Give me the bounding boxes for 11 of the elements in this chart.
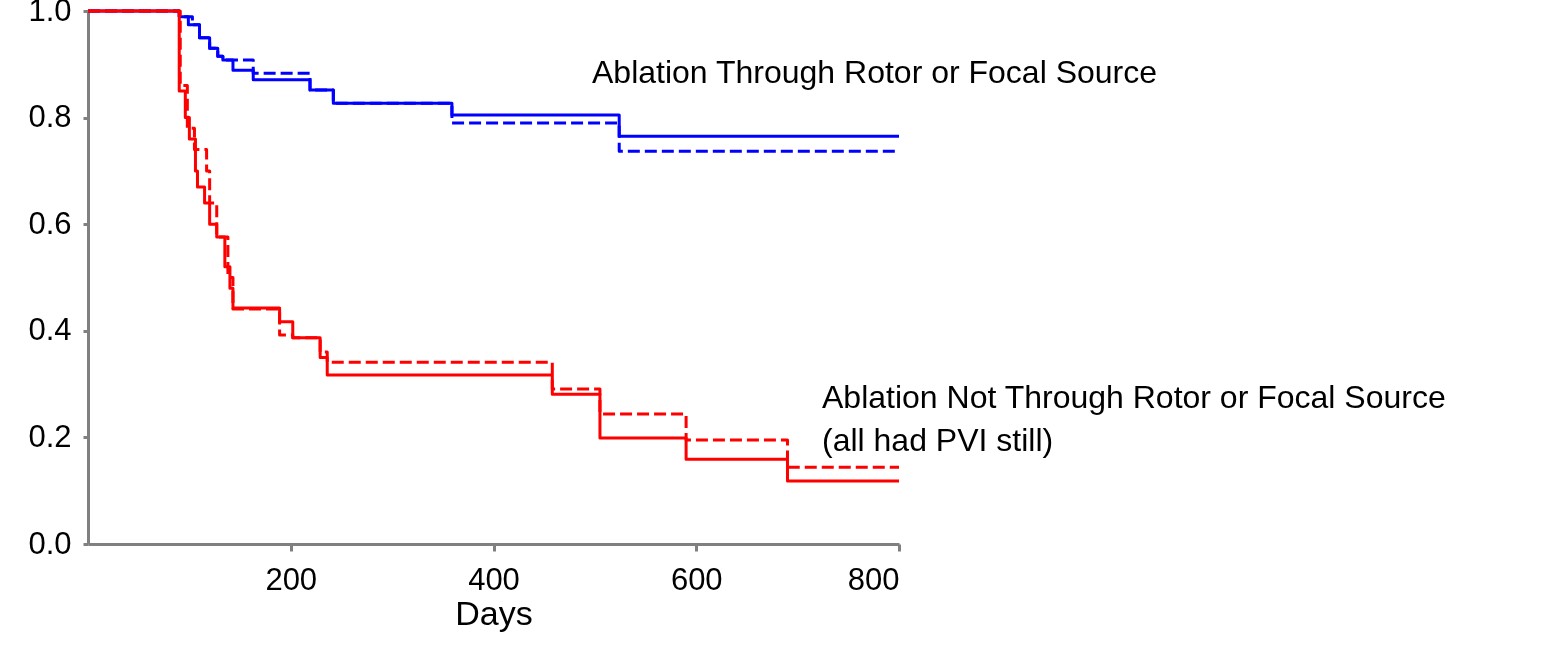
annotation: Ablation Not Through Rotor or Focal Source xyxy=(822,379,1446,415)
y-tick-label: 0.4 xyxy=(28,312,72,348)
y-tick-label: 0.2 xyxy=(28,418,72,454)
y-tick-label: 0.0 xyxy=(28,525,72,561)
annotation: (all had PVI still) xyxy=(822,422,1054,458)
x-tick-label: 200 xyxy=(265,561,318,597)
x-tick-label: 800 xyxy=(847,561,900,597)
y-tick-label: 0.8 xyxy=(28,99,72,135)
annotation: Ablation Through Rotor or Focal Source xyxy=(592,54,1158,90)
y-tick-label: 0.6 xyxy=(28,205,72,241)
x-tick-label: 600 xyxy=(670,561,723,597)
